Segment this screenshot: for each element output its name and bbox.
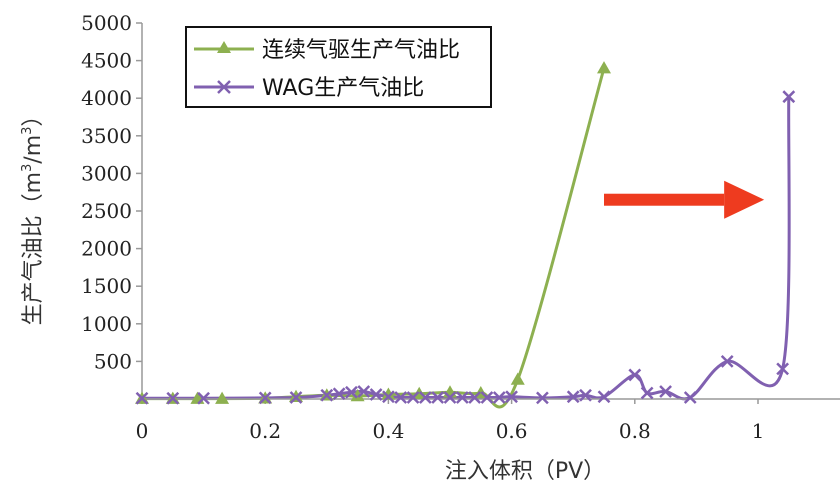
x-marker	[628, 368, 642, 382]
x-marker	[640, 386, 654, 400]
x-marker	[406, 391, 420, 404]
y-axis-title-superscript: 3	[20, 127, 35, 135]
y-tick-label: 2500	[81, 199, 132, 223]
triangle-marker	[381, 387, 396, 400]
legend-box	[185, 26, 492, 108]
annotation-layer	[604, 180, 765, 219]
y-tick-label: 3500	[81, 124, 132, 148]
y-axis-title: 生产气油比（m3/m3）	[20, 105, 46, 326]
x-marker	[382, 390, 395, 404]
x-marker	[369, 388, 383, 401]
legend: 连续气驱生产气油比 WAG生产气油比	[185, 26, 492, 108]
y-tick-label: 3000	[81, 161, 132, 185]
x-marker	[492, 391, 506, 404]
triangle-marker	[510, 372, 525, 385]
x-axis-ticks: 0 0.2 0.4 0.6 0.8 1	[136, 399, 765, 443]
x-marker	[357, 385, 371, 398]
y-tick-label: 2000	[81, 237, 132, 261]
legend-triangle-icon	[217, 41, 231, 53]
x-marker	[480, 391, 494, 404]
x-marker	[505, 390, 518, 404]
triangle-marker	[215, 391, 230, 404]
x-marker	[289, 391, 303, 404]
x-tick-label: 0.4	[372, 419, 404, 443]
x-marker	[197, 391, 210, 405]
x-tick-label: 1	[752, 419, 765, 443]
y-tick-label: 1500	[81, 274, 132, 298]
x-marker	[683, 391, 697, 404]
y-axis-title-part: 生产气油比（m	[21, 172, 46, 325]
plot-lines	[140, 66, 791, 409]
x-tick-label: 0.8	[619, 419, 651, 443]
triangle-marker	[350, 388, 365, 402]
y-axis-title-part: ）	[21, 105, 46, 127]
x-tick-label: 0	[136, 419, 149, 443]
series-line-1	[140, 95, 791, 401]
x-marker	[720, 355, 734, 368]
y-tick-label: 4000	[81, 86, 132, 110]
x-marker	[443, 391, 457, 404]
x-marker	[166, 391, 180, 405]
x-marker	[782, 90, 796, 104]
x-marker	[394, 391, 408, 404]
triangle-marker	[597, 61, 611, 74]
markers	[135, 61, 796, 405]
x-marker	[418, 391, 432, 404]
y-axis-title-superscript: 3	[20, 164, 35, 172]
x-marker	[468, 391, 482, 404]
x-marker	[258, 391, 272, 405]
y-axis-title-part: /m	[21, 135, 46, 164]
x-marker	[320, 388, 334, 402]
x-marker	[536, 391, 549, 405]
y-tick-label: 5000	[81, 11, 132, 35]
x-marker	[332, 387, 346, 401]
x-marker	[566, 390, 580, 404]
y-axis-ticks: 500 1000 1500 2000 2500 3000 3500 4000 4500 5000	[81, 11, 142, 373]
x-tick-label: 0.2	[249, 419, 281, 443]
legend-x-icon	[217, 80, 231, 94]
series-line-0	[140, 66, 606, 409]
x-marker	[579, 388, 592, 402]
x-marker	[431, 391, 445, 404]
red-arrow-annotation	[604, 180, 765, 219]
x-marker	[776, 362, 790, 376]
y-tick-label: 4500	[81, 49, 132, 73]
x-marker	[659, 385, 672, 398]
x-marker	[345, 385, 358, 399]
x-marker	[597, 390, 611, 404]
y-tick-label: 500	[94, 349, 132, 373]
x-marker	[455, 391, 469, 404]
legend-label-continuous: 连续气驱生产气油比	[262, 38, 460, 63]
legend-label-wag: WAG生产气油比	[262, 76, 424, 101]
y-tick-label: 1000	[81, 312, 132, 336]
x-marker	[135, 391, 149, 405]
x-axis-title: 注入体积（PV）	[445, 459, 605, 484]
x-tick-label: 0.6	[496, 419, 528, 443]
